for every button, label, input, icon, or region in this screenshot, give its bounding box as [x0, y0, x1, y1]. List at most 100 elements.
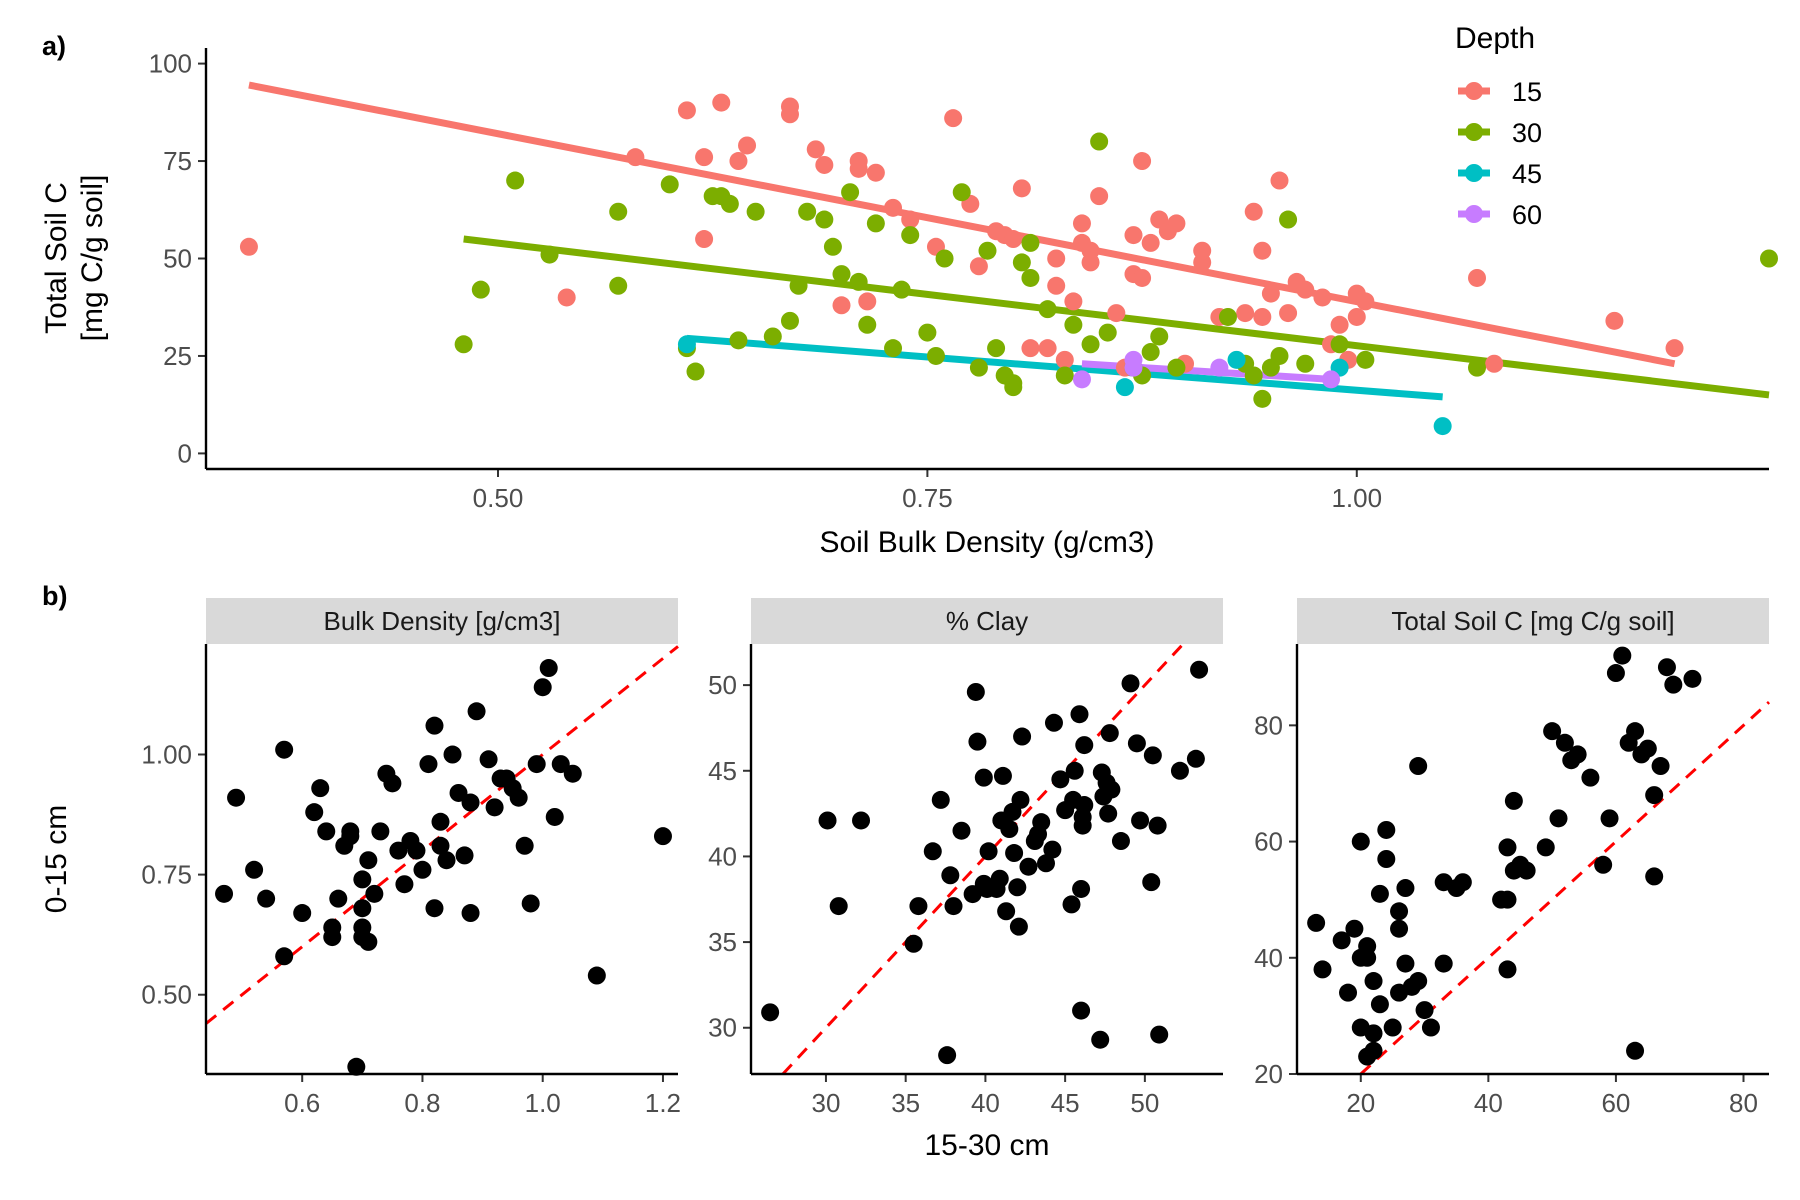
point-depth-30 — [1141, 343, 1160, 362]
strip-label-bulk-density: Bulk Density [g/cm3] — [324, 606, 561, 636]
point-depth-30 — [978, 241, 997, 260]
point-depth-30 — [720, 194, 739, 213]
b2-y-tick-label: 30 — [708, 1013, 737, 1043]
b2-point — [974, 768, 993, 787]
point-depth-15 — [1012, 179, 1031, 198]
b2-x-tick-label: 50 — [1130, 1088, 1159, 1118]
depth-legend: Depth 15 30 45 60 — [1455, 22, 1542, 230]
b1-y-tick-label: 0.75 — [141, 860, 192, 890]
b2-x-tick-label: 35 — [891, 1088, 920, 1118]
point-depth-30 — [1253, 389, 1272, 408]
point-depth-30 — [746, 202, 765, 221]
b2-point — [852, 811, 871, 830]
legend-key-point-30 — [1465, 123, 1483, 141]
b1-x-tick-label: 1.0 — [525, 1088, 561, 1118]
b3-point — [1364, 1024, 1383, 1043]
point-depth-15 — [1485, 354, 1504, 373]
b3-y-tick-label: 60 — [1254, 827, 1283, 857]
b2-point — [1065, 761, 1084, 780]
b2-point — [1032, 813, 1051, 832]
b3-point — [1504, 791, 1523, 810]
point-depth-30 — [849, 272, 868, 291]
point-depth-30 — [969, 358, 988, 377]
panel-b-row-label: 0-15 cm — [40, 805, 73, 913]
point-depth-30 — [660, 175, 679, 194]
b2-point — [1131, 811, 1150, 830]
b2-point — [968, 732, 987, 751]
panel-a-y-tick-label: 75 — [163, 146, 192, 176]
point-depth-30 — [1167, 358, 1186, 377]
b3-point — [1683, 669, 1702, 688]
b2-point — [1075, 796, 1094, 815]
strip-bg-clay — [751, 598, 1223, 644]
b2-point — [1044, 713, 1063, 732]
b1-point — [215, 884, 234, 903]
b1-point — [245, 860, 264, 879]
point-depth-15 — [1055, 350, 1074, 369]
b1-point — [587, 966, 606, 985]
panel-a-scatter-plot: 0.50 0.75 1.00 0 25 50 75 100 Soil Bulk Density… — [40, 22, 1778, 559]
b3-point — [1339, 983, 1358, 1002]
point-depth-30 — [780, 311, 799, 330]
b1-point — [407, 841, 426, 860]
b3-point — [1396, 954, 1415, 973]
b2-point — [1121, 674, 1140, 693]
point-depth-30 — [823, 237, 842, 256]
b1-point — [509, 788, 528, 807]
b1-point — [395, 875, 414, 894]
b3-point — [1351, 832, 1370, 851]
b1-point — [371, 822, 390, 841]
b1-point — [341, 827, 360, 846]
b3-point — [1377, 850, 1396, 868]
point-depth-15 — [969, 257, 988, 276]
b2-point — [1008, 878, 1027, 897]
point-depth-15 — [1244, 202, 1263, 221]
point-depth-30 — [1279, 210, 1298, 229]
point-depth-15 — [1167, 214, 1186, 233]
point-depth-15 — [557, 288, 576, 307]
panel-a-x-tick-label: 0.75 — [902, 483, 953, 513]
point-depth-30 — [918, 323, 937, 342]
point-depth-30 — [471, 280, 490, 299]
legend-title: Depth — [1455, 22, 1535, 55]
b3-point — [1421, 1018, 1440, 1037]
point-depth-60 — [1124, 358, 1143, 377]
b1-point — [389, 841, 408, 860]
b1-point — [419, 755, 438, 774]
b3-point — [1307, 913, 1326, 932]
point-depth-30 — [1356, 350, 1375, 369]
b1-point — [533, 678, 552, 697]
point-depth-15 — [1133, 152, 1152, 171]
b3-point — [1358, 937, 1377, 956]
b2-x-tick-label: 40 — [971, 1088, 1000, 1118]
point-depth-15 — [1296, 280, 1315, 299]
b3-point — [1390, 902, 1409, 921]
b2-y-tick-label: 40 — [708, 841, 737, 871]
point-depth-15 — [1047, 276, 1066, 295]
point-depth-15 — [712, 93, 731, 112]
b3-point — [1638, 739, 1657, 758]
b3-point — [1606, 664, 1625, 683]
b3-point — [1664, 675, 1683, 694]
b1-point — [479, 750, 498, 769]
point-depth-15 — [1193, 241, 1212, 260]
point-depth-15 — [695, 148, 714, 167]
b2-point — [1148, 816, 1167, 835]
panel-a-y-tick-label: 0 — [178, 438, 192, 468]
point-depth-30 — [1012, 253, 1031, 272]
point-depth-30 — [901, 226, 920, 245]
point-depth-30 — [1270, 346, 1289, 365]
point-depth-15 — [1047, 249, 1066, 268]
point-depth-30 — [506, 171, 525, 190]
b2-point — [1072, 879, 1091, 898]
point-depth-30 — [892, 280, 911, 299]
b2-point — [829, 897, 848, 916]
b1-x-tick-label: 0.8 — [404, 1088, 440, 1118]
point-depth-60 — [1210, 358, 1229, 377]
b3-x-tick-label: 40 — [1474, 1088, 1503, 1118]
b2-point — [1051, 770, 1070, 789]
b1-point — [365, 884, 384, 903]
b2-point — [966, 682, 985, 701]
panel-b-x-axis-title: 15-30 cm — [924, 1129, 1049, 1162]
b3-y-tick-label: 80 — [1254, 710, 1283, 740]
